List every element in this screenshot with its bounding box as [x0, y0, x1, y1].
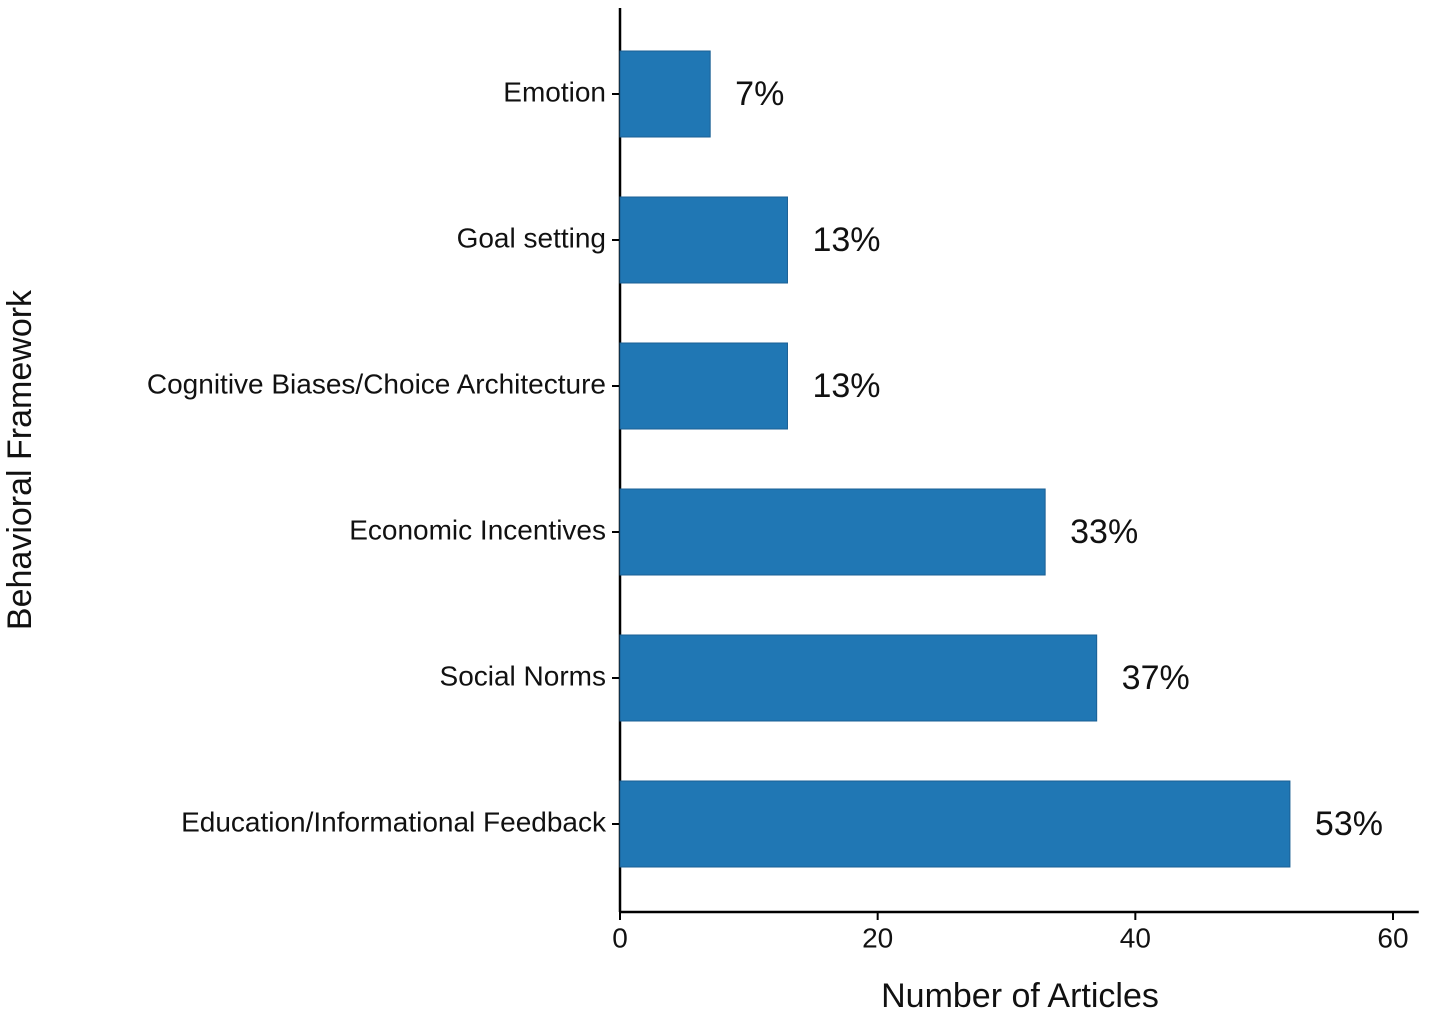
bar-annotation: 13%	[812, 221, 880, 259]
y-tick-label: Social Norms	[440, 660, 606, 691]
bar	[619, 634, 1098, 722]
bar-annotation: 37%	[1122, 659, 1190, 697]
bar-annotation: 13%	[812, 367, 880, 405]
bar	[619, 488, 1046, 576]
x-axis-title: Number of Articles	[881, 977, 1159, 1015]
x-tick-label: 0	[612, 922, 628, 953]
bar-annotation: 53%	[1315, 805, 1383, 843]
bar	[619, 780, 1291, 868]
x-tick-label: 20	[862, 922, 893, 953]
y-tick-label: Economic Incentives	[349, 514, 606, 545]
x-tick-label: 40	[1120, 922, 1151, 953]
y-tick-label: Goal setting	[457, 222, 606, 253]
y-tick-label: Education/Informational Feedback	[181, 806, 607, 837]
bar	[619, 196, 788, 284]
bar-annotation: 7%	[735, 75, 784, 113]
y-tick-label: Emotion	[503, 76, 606, 107]
y-tick-label: Cognitive Biases/Choice Architecture	[147, 368, 606, 399]
y-axis-title: Behavioral Framework	[1, 289, 39, 630]
bar	[619, 50, 711, 138]
x-tick-label: 60	[1377, 922, 1408, 953]
bar-annotation: 33%	[1070, 513, 1138, 551]
bar	[619, 342, 788, 430]
